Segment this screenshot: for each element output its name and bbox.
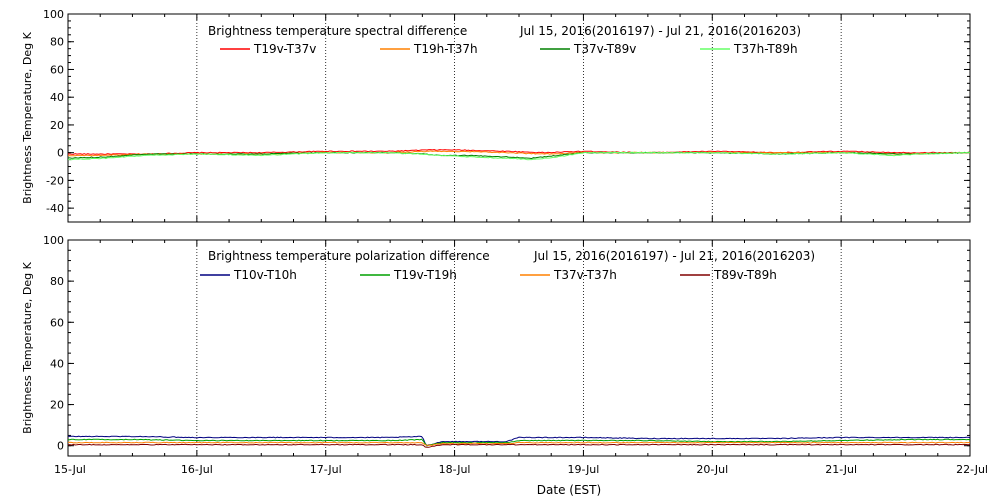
legend-label: T19v-T37v — [253, 42, 316, 56]
series-line — [67, 435, 971, 447]
x-tick-label: 17-Jul — [310, 463, 342, 476]
y-tick-label: 40 — [50, 357, 64, 370]
y-tick-label: -20 — [46, 174, 64, 187]
x-tick-label: 15-Jul — [54, 463, 86, 476]
polarization-difference-panel: 15-Jul 16-Jul 17-Jul 18-Jul 19-Jul 20-Jul 21-J… — [21, 234, 988, 497]
legend-label: T10v-T10h — [233, 268, 297, 282]
y-tick-label: -40 — [46, 202, 64, 215]
y-tick-label: 100 — [43, 234, 64, 247]
y-axis-label: Brightness Temperature, Deg K — [21, 31, 34, 203]
y-tick-label: 80 — [50, 275, 64, 288]
y-axis-label: Brightness Temperature, Deg K — [21, 261, 34, 433]
series-line — [67, 441, 971, 446]
y-tick-label: 40 — [50, 91, 64, 104]
x-tick-label: 19-Jul — [567, 463, 599, 476]
x-axis-label: Date (EST) — [537, 483, 601, 497]
legend-label: T19v-T19h — [393, 268, 457, 282]
plot-frame — [67, 239, 971, 457]
x-tick-label: 21-Jul — [825, 463, 857, 476]
chart-title: Brightness temperature polarization diff… — [208, 249, 490, 263]
date-range: Jul 15, 2016(2016197) - Jul 21, 2016(201… — [519, 24, 801, 38]
y-tick-label: 100 — [43, 8, 64, 21]
y-tick-label: 20 — [50, 119, 64, 132]
legend-label: T89v-T89h — [713, 268, 777, 282]
x-tick-label: 18-Jul — [439, 463, 471, 476]
legend-label: T37v-T37h — [553, 268, 617, 282]
x-tick-label: 16-Jul — [181, 463, 213, 476]
plot-frame — [67, 13, 971, 223]
series-line — [67, 148, 970, 155]
y-tick-label: 80 — [50, 36, 64, 49]
series-line — [68, 151, 971, 161]
y-tick-label: 20 — [50, 399, 64, 412]
legend-label: T37h-T89h — [733, 42, 798, 56]
spectral-difference-panel: -40 -20 0 20 40 60 80 100 Brightness Temperature… — [21, 8, 971, 223]
x-tick-label: 22-Jul — [956, 463, 988, 476]
y-tick-label: 60 — [50, 63, 64, 76]
x-tick-label: 20-Jul — [696, 463, 728, 476]
legend-label: T37v-T89v — [573, 42, 636, 56]
y-tick-label: 0 — [57, 440, 64, 453]
chart-title: Brightness temperature spectral differen… — [208, 24, 467, 38]
date-range: Jul 15, 2016(2016197) - Jul 21, 2016(201… — [533, 249, 815, 263]
series-line — [68, 438, 971, 447]
series-line — [67, 443, 971, 448]
y-tick-label: 60 — [50, 316, 64, 329]
y-tick-label: 0 — [57, 147, 64, 160]
legend-label: T19h-T37h — [413, 42, 478, 56]
